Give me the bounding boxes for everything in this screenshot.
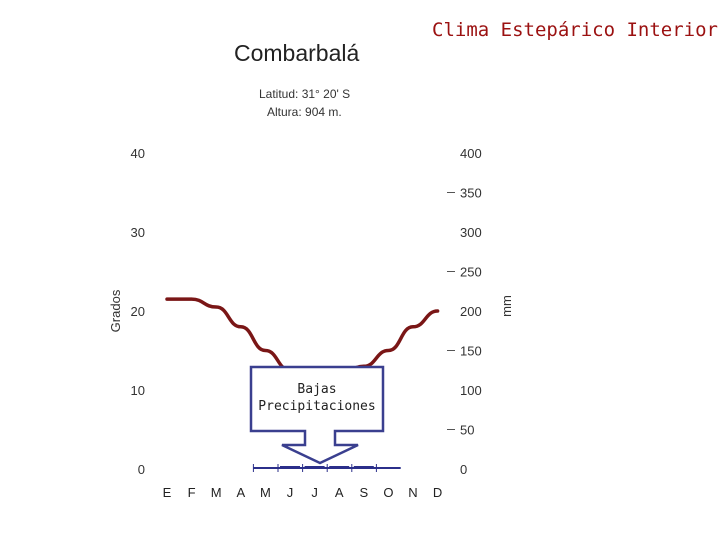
month-label: M [211, 485, 222, 500]
left-tick-label: 40 [131, 146, 145, 161]
station-name: Combarbalá [234, 40, 360, 66]
slide-title: Clima Estepárico Interior [432, 19, 718, 41]
left-tick-label: 20 [131, 304, 145, 319]
callout-arrow-box [249, 365, 385, 465]
left-tick-label: 0 [138, 462, 145, 477]
callout-line-1: Bajas [297, 382, 337, 397]
left-tick-label: 10 [131, 383, 145, 398]
left-axis-title: Grados [108, 289, 123, 332]
left-axis-ticks: 0 10 20 30 40 [131, 146, 145, 477]
station-altitude: Altura: 904 m. [267, 105, 342, 119]
precipitation-series [252, 464, 401, 472]
month-label: M [260, 485, 271, 500]
right-tick-label: 250 [460, 265, 482, 280]
right-tick-label: 200 [460, 304, 482, 319]
month-label: O [383, 485, 393, 500]
left-tick-label: 30 [131, 225, 145, 240]
month-label: N [408, 485, 417, 500]
precipitation-bar [353, 466, 374, 468]
right-tick-label: 400 [460, 146, 482, 161]
right-tick-label: 0 [460, 462, 467, 477]
right-tick-label: 300 [460, 225, 482, 240]
month-label: A [335, 485, 344, 500]
precipitation-bar [329, 466, 350, 468]
month-label: J [311, 485, 318, 500]
callout-text: Bajas Precipitaciones [252, 381, 382, 415]
temperature-line [165, 297, 440, 376]
month-label: F [188, 485, 196, 500]
month-label: S [359, 485, 368, 500]
precipitation-bar [280, 466, 300, 468]
right-tick-label: 100 [460, 383, 482, 398]
month-label: D [433, 485, 442, 500]
month-label: A [236, 485, 245, 500]
right-axis-ticks: 0 50 100 150 200 250 300 350 400 [447, 146, 482, 477]
right-tick-label: 150 [460, 344, 482, 359]
month-label: J [287, 485, 294, 500]
month-label: E [163, 485, 172, 500]
right-tick-label: 50 [460, 423, 474, 438]
station-latitude: Latitud: 31° 20' S [259, 87, 351, 101]
right-tick-label: 350 [460, 186, 482, 201]
callout-line-2: Precipitaciones [258, 399, 376, 414]
right-axis-title: mm [499, 295, 514, 317]
precipitation-bar [304, 466, 325, 468]
